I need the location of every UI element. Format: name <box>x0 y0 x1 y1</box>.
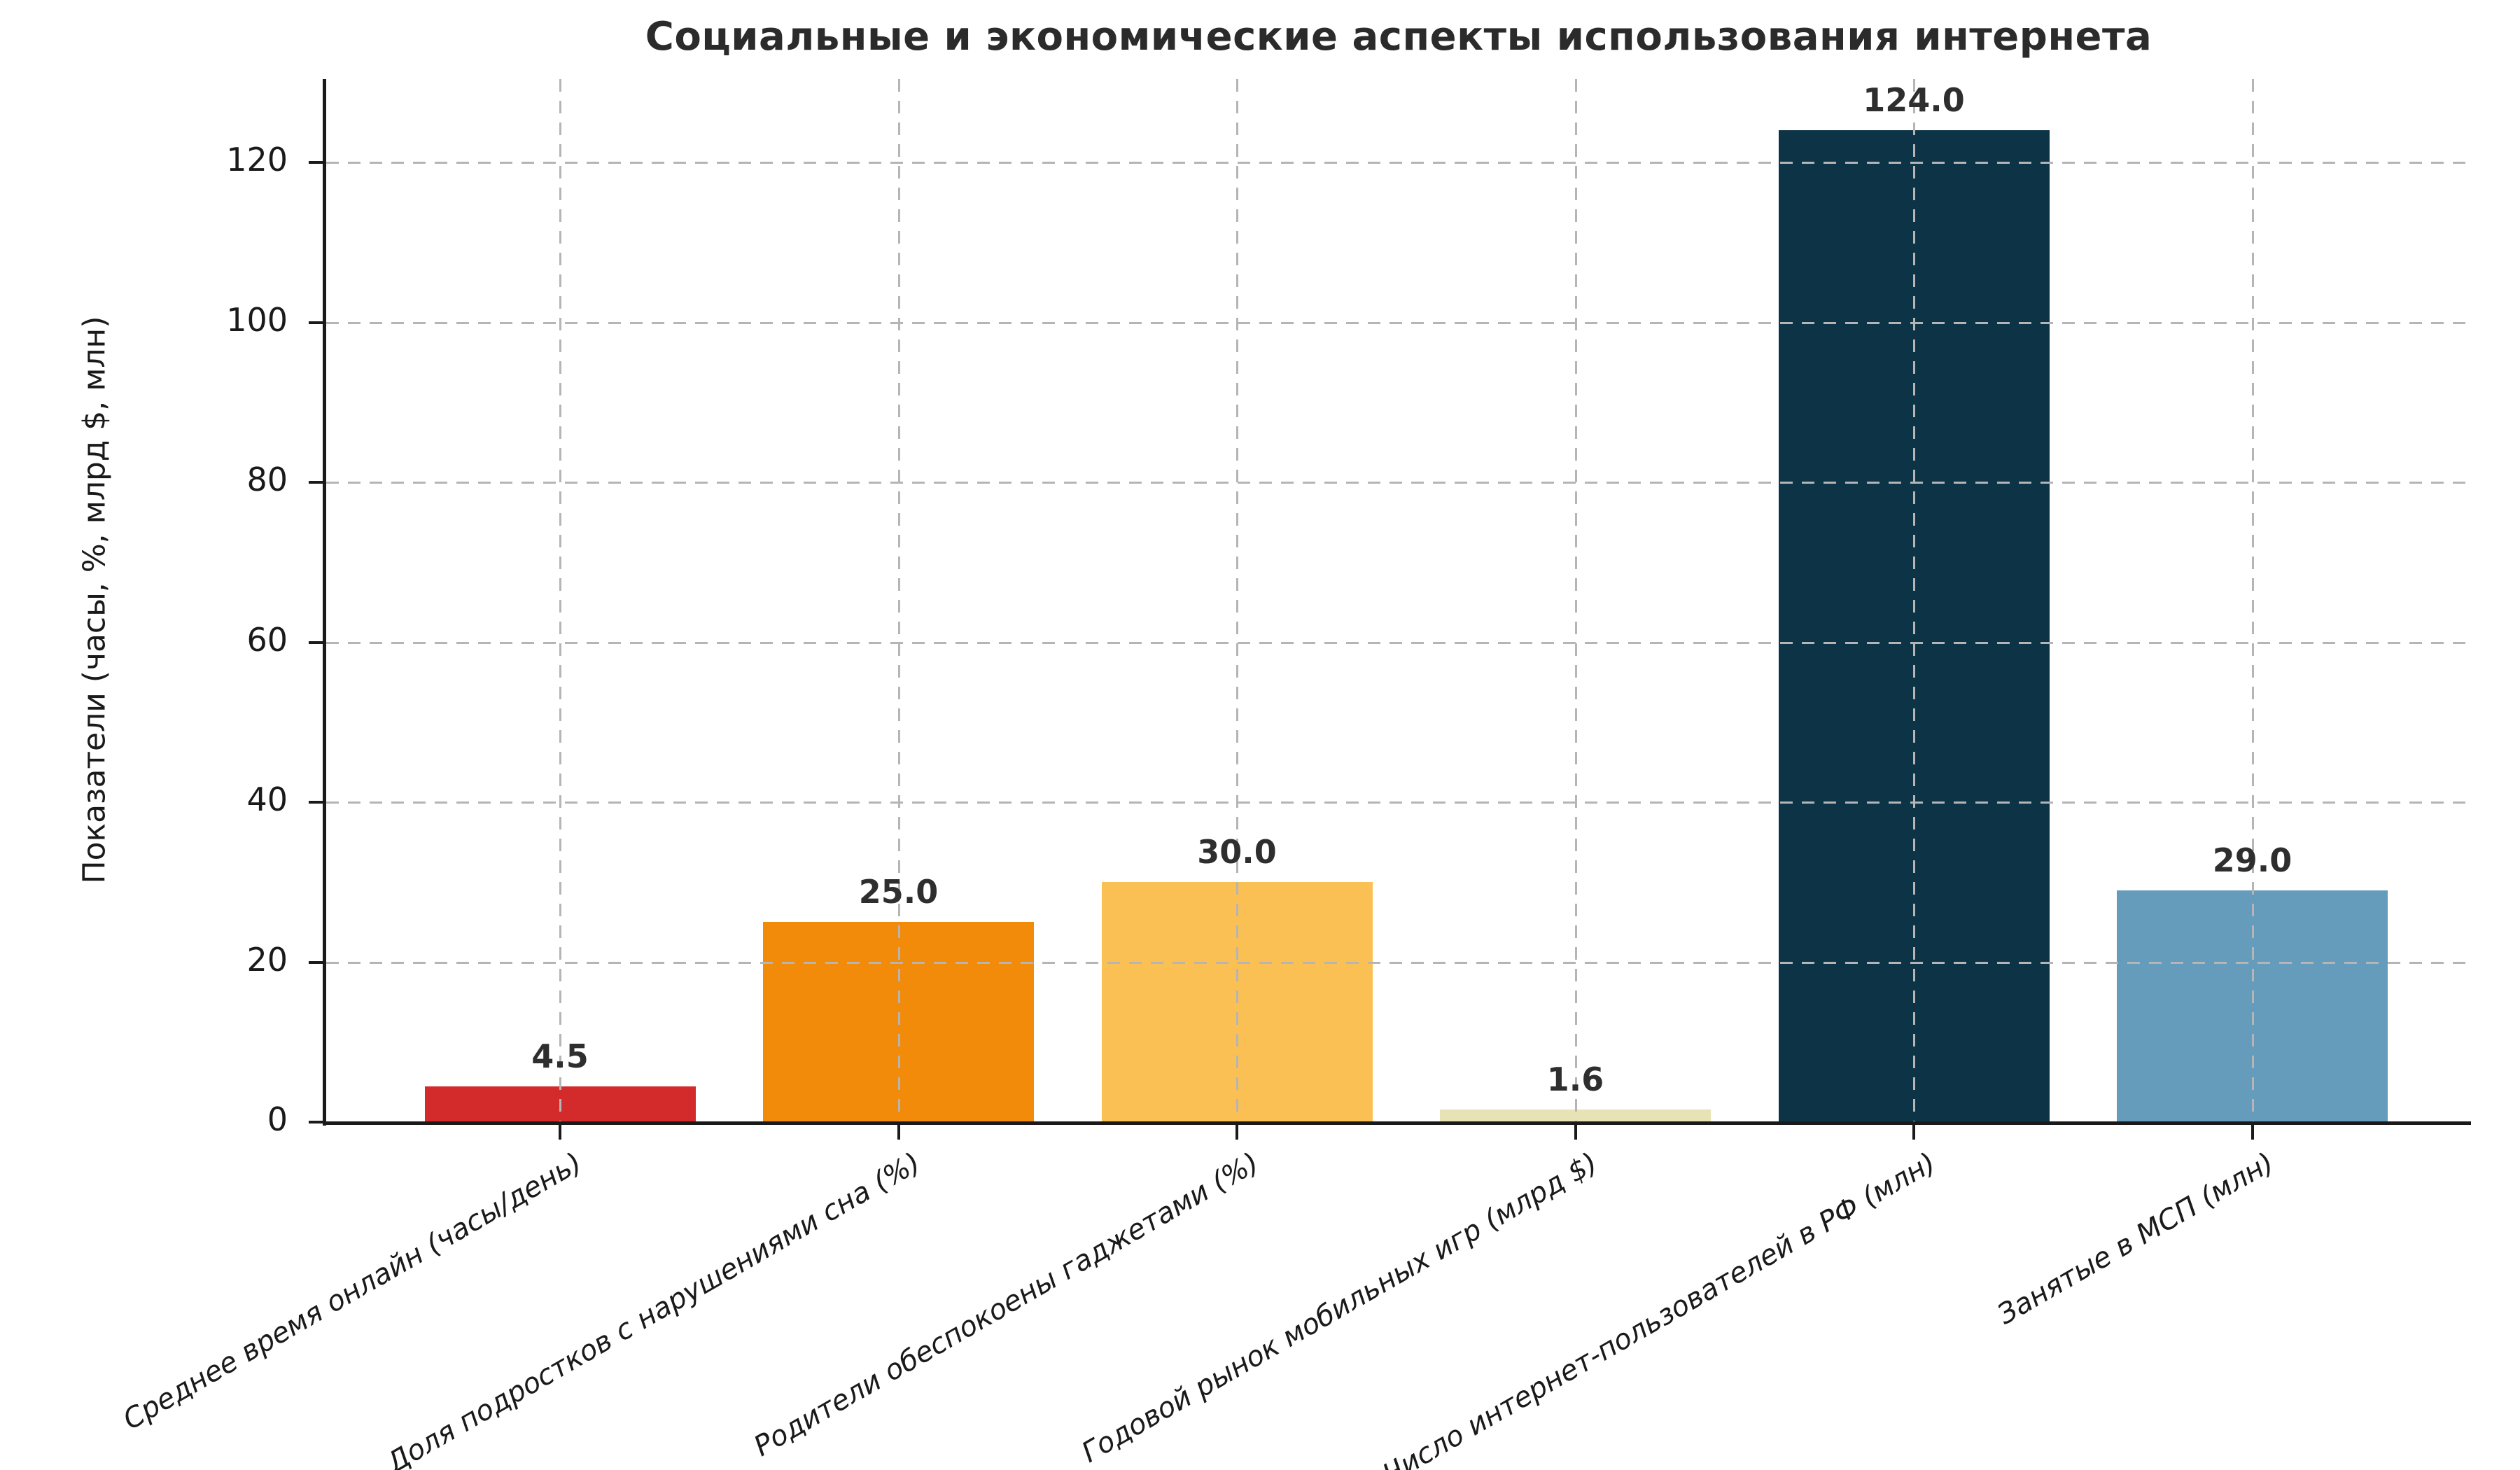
y-tick-mark <box>309 960 323 964</box>
y-gridline <box>326 321 2471 324</box>
y-tick-label: 80 <box>246 461 288 498</box>
x-gridline <box>897 79 900 1122</box>
bar-value-label: 1.6 <box>1546 1060 1604 1098</box>
y-tick-mark <box>309 801 323 804</box>
bar-value-label: 30.0 <box>1197 833 1277 872</box>
x-tick-mark <box>1912 1124 1915 1140</box>
x-tick-mark <box>2250 1124 2254 1140</box>
y-gridline <box>326 961 2471 964</box>
y-gridline <box>326 162 2471 164</box>
y-gridline <box>326 802 2471 804</box>
y-tick-label: 120 <box>226 141 288 178</box>
y-axis-label: Показатели (часы, %, млрд $, млн) <box>76 316 113 884</box>
chart-title: Социальные и экономические аспекты испол… <box>645 14 2152 59</box>
y-tick-mark <box>309 640 323 644</box>
y-gridline <box>326 482 2471 484</box>
bar-value-label: 29.0 <box>2212 841 2292 879</box>
x-axis-spine <box>323 1121 2471 1125</box>
y-tick-mark <box>309 481 323 484</box>
y-tick-label: 60 <box>246 620 288 659</box>
x-gridline <box>1574 79 1577 1122</box>
y-tick-label: 40 <box>246 780 288 818</box>
x-gridline <box>2251 79 2254 1122</box>
y-tick-label: 20 <box>246 940 288 979</box>
x-tick-label: Занятые в МСП (млн) <box>1992 1147 2280 1331</box>
x-tick-mark <box>897 1124 900 1140</box>
x-tick-label: Число интернет-пользователей в РФ (млн) <box>1377 1147 1941 1470</box>
y-tick-mark <box>309 161 323 164</box>
bar-value-label: 25.0 <box>858 873 939 911</box>
x-tick-label: Годовой рынок мобильных игр (млрд $) <box>1076 1147 1603 1469</box>
x-gridline <box>559 79 561 1122</box>
x-tick-mark <box>559 1124 561 1140</box>
y-gridline <box>326 641 2471 644</box>
y-axis-spine <box>323 79 326 1126</box>
y-tick-mark <box>309 1121 323 1124</box>
x-gridline <box>1913 79 1915 1122</box>
x-tick-label: Доля подростков с нарушениями сна (%) <box>381 1147 926 1470</box>
x-tick-mark <box>1574 1124 1577 1140</box>
x-tick-mark <box>1236 1124 1238 1140</box>
x-gridline <box>1236 79 1238 1122</box>
y-tick-label: 100 <box>226 300 288 339</box>
bar-value-label: 4.5 <box>531 1037 589 1075</box>
y-tick-label: 0 <box>267 1100 288 1138</box>
y-tick-mark <box>309 321 323 324</box>
bar-value-label: 124.0 <box>1863 81 1965 120</box>
